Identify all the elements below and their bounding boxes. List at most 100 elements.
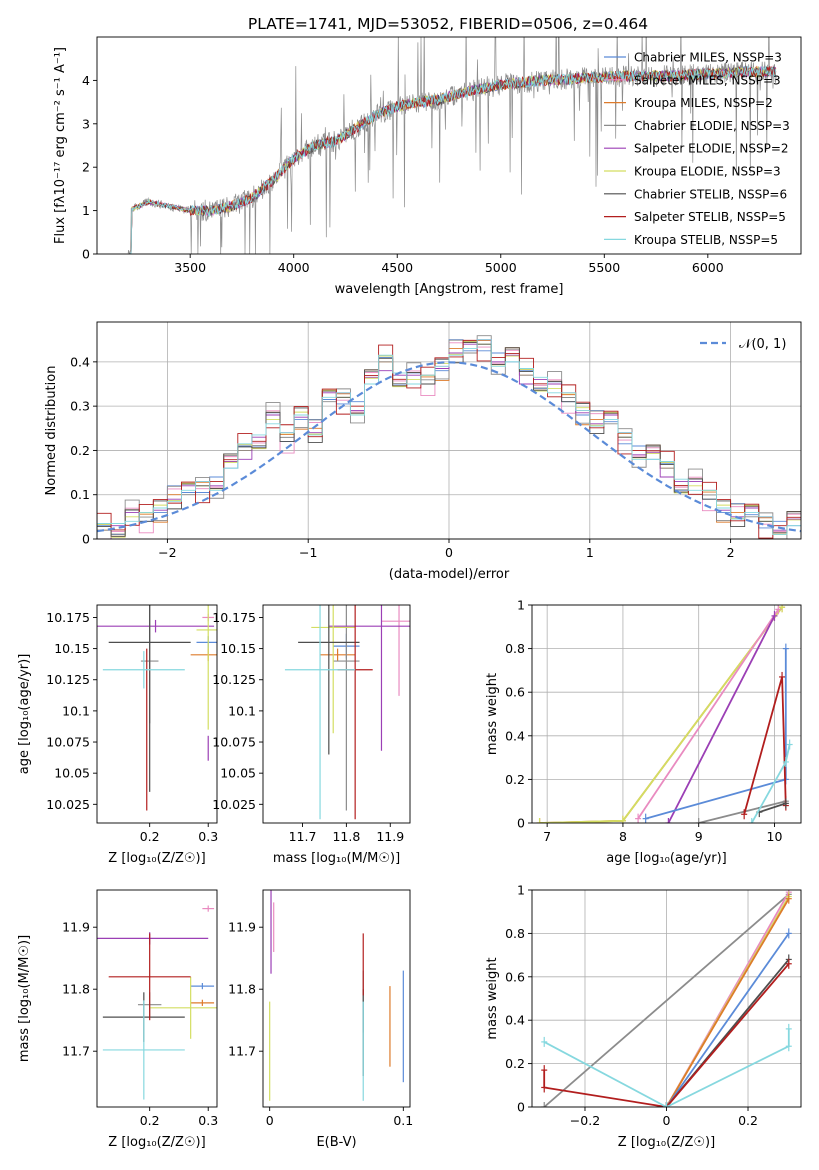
y-tick-label: 11.7 [62,1044,90,1059]
plot-area [97,605,217,811]
plot-area [269,890,404,1101]
x-tick-label: 0.3 [198,829,218,844]
y-tick-label: 1 [517,598,525,613]
x-axis-label: Z [log₁₀(Z/Z☉)] [618,1135,715,1150]
y-tick-label: 0.4 [70,354,90,369]
x-axis-label: age [log₁₀(age/yr)] [606,851,727,866]
axes-frame [96,889,218,1108]
weight-line [665,898,790,1107]
chart-age-vs-weight: 7 8 9 10 0 0.2 0.4 0.6 0.8 1 age [log₁₀(age/yr)] ma… [485,598,802,866]
y-tick-label: 2 [82,160,90,175]
y-tick-label: 0 [82,532,90,547]
y-tick-label: 0.2 [70,443,90,458]
y-tick-label: 10.15 [220,641,256,656]
y-tick-label: 0.2 [505,1056,525,1071]
x-tick-label: −1 [299,545,317,560]
y-tick-label: 0 [517,1100,525,1115]
y-axis-label: Normed distribution [44,366,59,496]
x-tick-label: 5500 [588,260,620,275]
x-tick-label: 0 [663,1113,671,1128]
weight-line [543,1028,790,1107]
x-tick-label: 4000 [278,260,310,275]
x-axis-label: (data-model)/error [389,567,510,582]
x-tick-label: −0.2 [570,1113,600,1128]
weight-line [645,648,787,820]
x-axis-label: wavelength [Angstrom, rest frame] [335,282,564,297]
x-tick-label: 10 [767,829,783,844]
weight-line [543,893,790,1107]
plot-area [97,905,217,1100]
y-tick-label: 10.025 [46,797,90,812]
weight-line [698,800,787,823]
plot-area [284,605,410,820]
y-tick-label: 10.15 [54,641,90,656]
legend-label: Kroupa STELIB, NSSP=5 [634,233,778,247]
legend-label: Salpeter ELODIE, NSSP=2 [634,142,789,156]
x-axis-label: mass [log₁₀(M/M☉)] [273,851,400,866]
x-tick-label: 4500 [381,260,413,275]
x-tick-label: 11.8 [332,829,360,844]
charts-layer: Chabrier MILES, NSSP=3 Salpeter MILES, NS… [17,36,802,1150]
chart-spectrum: Chabrier MILES, NSSP=3 Salpeter MILES, NS… [53,36,802,297]
weight-line [667,615,776,823]
weight-line [665,932,790,1107]
plot-area [536,605,793,823]
legend-label: Salpeter MILES, NSSP=3 [634,73,781,87]
y-tick-label: 0.4 [505,1013,525,1028]
x-axis-label: Z [log₁₀(Z/Z☉)] [108,1135,205,1150]
y-tick-label: 0.8 [505,641,525,656]
plot-area [541,890,792,1107]
y-tick-label: 1 [517,883,525,898]
gaussian-reference [97,361,801,533]
legend-label: 𝒩(0, 1) [739,337,786,352]
chart-z-vs-weight: −0.2 0 0.2 0 0.2 0.4 0.6 0.8 1 Z [log₁₀(Z/Z☉)] mas… [485,883,802,1150]
y-tick-label: 10.075 [212,735,256,750]
chart-mass-vs-age: 11.7 11.8 11.9 10.025 10.05 10.075 10.1 10.125 1… [212,604,411,866]
y-tick-label: 10.175 [212,610,256,625]
y-axis-label: mass weight [485,673,500,755]
chart-ebv-vs-mass: 0 0.1 11.7 11.8 11.9 E(B-V) [228,889,413,1150]
legend-label: Chabrier MILES, NSSP=3 [634,51,782,65]
chart-z-vs-age: 0.2 0.3 10.025 10.05 10.075 10.1 10.125 10.15 10… [17,604,218,866]
x-tick-label: 0.1 [393,1113,413,1128]
x-tick-label: 0.2 [140,829,160,844]
y-tick-label: 10.05 [54,766,90,781]
legend-label: Kroupa MILES, NSSP=2 [634,96,773,110]
legend-label: Chabrier STELIB, NSSP=6 [634,187,787,201]
y-tick-label: 10.1 [62,703,90,718]
plot-area [97,335,801,539]
y-tick-label: 0 [517,816,525,831]
x-tick-label: 0 [445,545,453,560]
y-tick-label: 0.8 [505,926,525,941]
axes-frame [96,36,802,255]
y-tick-label: 0.6 [505,685,525,700]
y-tick-label: 11.9 [228,920,256,935]
y-tick-label: 10.1 [228,703,256,718]
y-tick-label: 0.2 [505,772,525,787]
axes-frame [96,604,218,824]
y-tick-label: 10.125 [212,672,256,687]
y-tick-label: 0.6 [505,969,525,984]
y-tick-label: 10.05 [220,766,256,781]
figure-title: PLATE=1741, MJD=53052, FIBERID=0506, z=0… [248,15,648,33]
x-tick-label: 2 [727,545,735,560]
spectrum-line [129,65,777,254]
y-tick-label: 0.4 [505,728,525,743]
weight-line [759,802,787,813]
legend-label: Chabrier ELODIE, NSSP=3 [634,119,790,133]
y-tick-label: 10.025 [212,797,256,812]
weight-line [637,608,780,820]
y-tick-label: 10.075 [46,735,90,750]
y-tick-label: 11.8 [228,982,256,997]
x-tick-label: 9 [695,829,703,844]
x-tick-label: 0.3 [198,1113,218,1128]
y-tick-label: 0.1 [70,487,90,502]
axes-frame [262,604,411,824]
axes-frame [531,604,802,824]
y-tick-label: 11.9 [62,920,90,935]
x-tick-label: 7 [543,829,551,844]
x-tick-label: 1 [586,545,594,560]
x-tick-label: 8 [619,829,627,844]
x-tick-label: 11.9 [376,829,404,844]
weight-line [743,676,787,815]
